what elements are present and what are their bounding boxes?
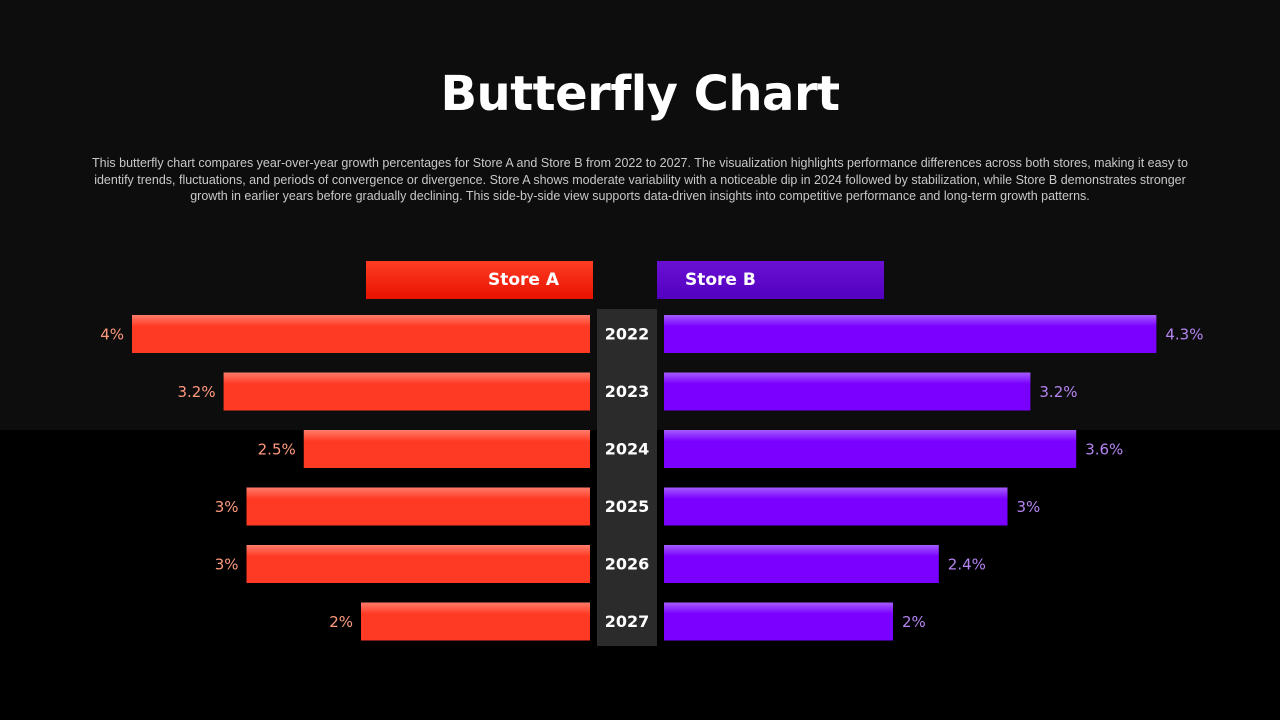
store-a-bar-2025 <box>246 487 590 526</box>
store-b-value-label-2027: 2% <box>902 613 926 631</box>
store-b-bar-2022 <box>664 315 1157 353</box>
store-a-value-label-2023: 3.2% <box>177 383 215 401</box>
store-b-value-labels: 4.3% 3.2% 3.6% 3% 2.4% 2% <box>902 326 1203 632</box>
store-a-bar-2024 <box>303 430 590 468</box>
year-label-2022: 2022 <box>605 325 650 344</box>
store-a-value-label-2024: 2.5% <box>258 441 296 459</box>
store-a-value-label-2027: 2% <box>329 613 353 631</box>
store-a-bar-2026 <box>246 545 590 583</box>
store-b-value-label-2022: 4.3% <box>1165 326 1203 344</box>
store-a-bar-2023 <box>223 372 590 411</box>
year-labels: 2022 2023 2024 2025 2026 2027 <box>605 325 650 632</box>
year-label-2024: 2024 <box>605 440 650 459</box>
store-b-bar-2025 <box>664 487 1008 526</box>
store-a-value-label-2026: 3% <box>215 556 239 574</box>
year-label-2027: 2027 <box>605 612 650 631</box>
legend-store-b: Store B <box>657 261 884 299</box>
store-b-bar-2024 <box>664 430 1077 468</box>
store-a-bar-2022 <box>132 315 590 353</box>
store-b-value-label-2025: 3% <box>1017 498 1041 516</box>
year-label-2023: 2023 <box>605 382 650 401</box>
year-axis-column <box>597 309 657 646</box>
page-title: Butterfly Chart <box>440 66 840 122</box>
store-a-bar-2027 <box>361 602 590 641</box>
chart-description: This butterfly chart compares year-over-… <box>92 156 1188 203</box>
legend-store-a: Store A <box>366 261 593 299</box>
store-a-bars <box>132 315 590 641</box>
store-a-value-label-2022: 4% <box>100 326 124 344</box>
store-b-bar-2027 <box>664 602 893 641</box>
store-b-value-label-2024: 3.6% <box>1085 441 1123 459</box>
store-a-value-labels: 4% 3.2% 2.5% 3% 3% 2% <box>100 326 353 632</box>
store-a-value-label-2025: 3% <box>215 498 239 516</box>
store-b-value-label-2026: 2.4% <box>948 556 986 574</box>
store-b-bar-2023 <box>664 372 1031 411</box>
store-b-bars <box>664 315 1157 641</box>
store-b-value-label-2023: 3.2% <box>1039 383 1077 401</box>
store-b-bar-2026 <box>664 545 939 583</box>
year-label-2026: 2026 <box>605 555 650 574</box>
year-label-2025: 2025 <box>605 497 650 516</box>
